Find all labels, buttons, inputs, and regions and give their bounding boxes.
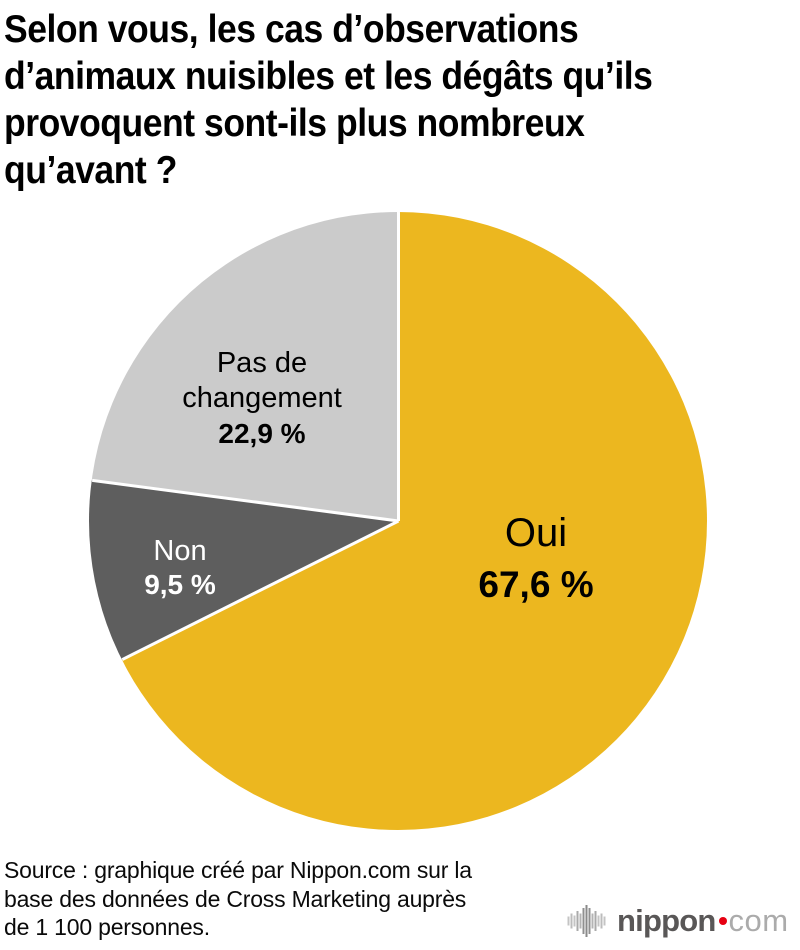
slice-separator xyxy=(396,212,400,521)
source-line: de 1 100 personnes. xyxy=(4,914,210,940)
source-caption: Source : graphique créé par Nippon.com s… xyxy=(4,856,472,942)
title-line: Selon vous, les cas d’observations xyxy=(4,8,579,51)
logo-word: nippon xyxy=(617,903,716,938)
soundwave-bars-icon xyxy=(567,905,606,937)
nippon-logo: nippon com xyxy=(566,899,789,943)
pie xyxy=(89,212,707,830)
pie-chart: Pas de changement 22,9 % Non 9,5 % Oui 6… xyxy=(89,212,707,830)
title-line: d’animaux nuisibles et les dégâts qu’ils xyxy=(4,55,653,98)
page-title: Selon vous, les cas d’observations d’ani… xyxy=(4,6,787,194)
title-line: provoquent sont-ils plus nombreux xyxy=(4,102,585,145)
source-line: Source : graphique créé par Nippon.com s… xyxy=(4,857,472,883)
logo-red-dot xyxy=(718,916,727,925)
slice-value: 22,9 % xyxy=(218,418,306,449)
source-line: base des données de Cross Marketing aupr… xyxy=(4,885,467,912)
slice-name: Pas de changement xyxy=(182,347,342,414)
title-line: qu’avant ? xyxy=(4,149,177,192)
slice-label-oui: Oui 67,6 % xyxy=(478,509,593,608)
slice-value: 9,5 % xyxy=(144,569,216,600)
slice-label-pas-de-changement: Pas de changement 22,9 % xyxy=(152,346,372,451)
slice-value: 67,6 % xyxy=(478,564,594,605)
slice-name: Oui xyxy=(504,511,568,555)
slice-separator xyxy=(91,478,399,523)
logo-tld: com xyxy=(728,903,789,938)
slice-name: Non xyxy=(153,535,207,567)
slice-label-non: Non 9,5 % xyxy=(144,535,216,601)
